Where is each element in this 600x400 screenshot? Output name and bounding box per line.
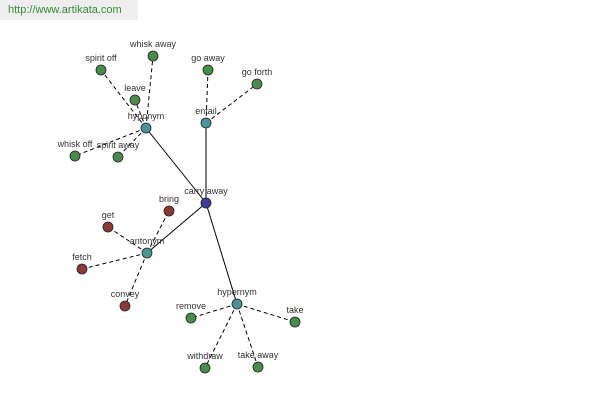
node — [185, 312, 197, 324]
node — [200, 197, 212, 209]
node — [140, 122, 152, 134]
relation-edge — [146, 202, 207, 254]
node — [119, 300, 131, 312]
node-label: antonym — [130, 236, 165, 246]
term-edge — [204, 303, 238, 369]
node-label: whisk off — [57, 139, 93, 149]
node-label: take — [286, 305, 303, 315]
node — [76, 263, 88, 275]
node-label: take away — [238, 350, 279, 360]
term-edge — [107, 226, 148, 254]
node — [252, 361, 264, 373]
node-label: get — [102, 210, 115, 220]
node-label: hyponym — [128, 111, 165, 121]
term-edge — [100, 69, 147, 129]
relation-edge — [205, 202, 238, 305]
site-url[interactable]: http://www.artikata.com — [0, 0, 138, 20]
node-label: hypernym — [217, 287, 257, 297]
node — [251, 78, 263, 90]
node — [231, 298, 243, 310]
node-label: spirit away — [97, 140, 140, 150]
node-label: leave — [124, 83, 146, 93]
term-edge — [134, 99, 147, 129]
node — [200, 117, 212, 129]
term-edge — [146, 210, 170, 254]
node — [141, 247, 153, 259]
term-edge — [205, 69, 209, 124]
node — [147, 50, 159, 62]
node-label: spirit off — [85, 53, 117, 63]
node — [69, 150, 81, 162]
node-label: whisk away — [129, 39, 177, 49]
node-label: convey — [111, 289, 140, 299]
node — [95, 64, 107, 76]
term-edge — [145, 55, 154, 129]
term-edge — [190, 303, 238, 319]
node — [199, 362, 211, 374]
node — [289, 316, 301, 328]
node-label: go forth — [242, 67, 273, 77]
node — [202, 64, 214, 76]
relation-edge — [145, 127, 207, 204]
node — [112, 151, 124, 163]
term-edge — [236, 303, 296, 323]
term-edge — [124, 252, 148, 307]
node-label: withdraw — [186, 351, 223, 361]
node-label: entail — [195, 106, 217, 116]
node — [163, 205, 175, 217]
node-label: remove — [176, 301, 206, 311]
node-label: bring — [159, 194, 179, 204]
term-edge — [205, 83, 258, 124]
node — [102, 221, 114, 233]
term-edge — [74, 127, 147, 157]
node-label: fetch — [72, 252, 92, 262]
node-label: go away — [191, 53, 225, 63]
node — [129, 94, 141, 106]
node-label: carry away — [184, 186, 228, 196]
